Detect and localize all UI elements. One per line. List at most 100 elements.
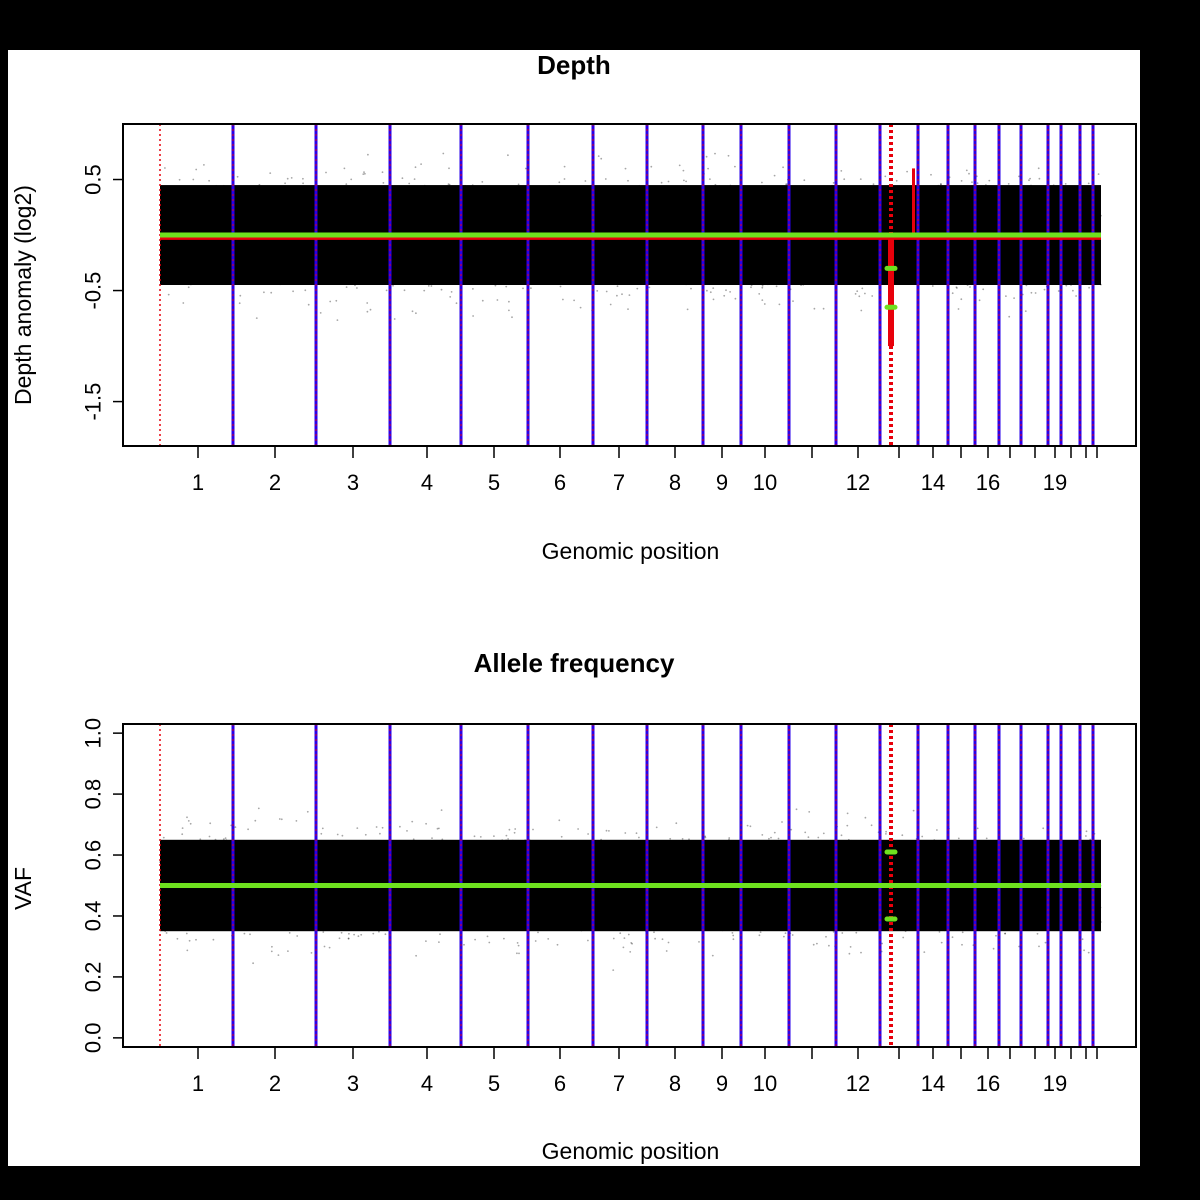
vaf-point xyxy=(321,827,324,830)
vaf-point xyxy=(212,938,215,941)
depth-point xyxy=(366,302,369,304)
depth-point xyxy=(1018,175,1020,178)
depth-point xyxy=(685,180,687,183)
vaf-point xyxy=(795,808,798,811)
depth-spike-segment xyxy=(912,168,915,236)
depth-point xyxy=(284,182,286,185)
depth-point xyxy=(1057,290,1060,292)
depth-point xyxy=(734,297,737,300)
vaf-point xyxy=(254,819,257,822)
depth-point xyxy=(1038,177,1041,180)
vaf-point xyxy=(378,930,380,933)
depth-x-tick-label: 2 xyxy=(269,470,281,495)
depth-point xyxy=(725,289,727,292)
depth-point xyxy=(343,167,346,170)
vaf-point xyxy=(406,830,408,832)
vaf-point xyxy=(655,826,658,829)
depth-point xyxy=(636,287,639,290)
depth-point xyxy=(408,182,411,185)
depth-point xyxy=(345,286,348,288)
depth-point xyxy=(1028,179,1030,182)
vaf-point xyxy=(936,829,938,831)
vaf-point xyxy=(384,933,387,936)
depth-point xyxy=(290,177,293,179)
vaf-point xyxy=(761,834,764,836)
depth-x-tick-label: 16 xyxy=(976,470,1000,495)
vaf-point xyxy=(347,937,350,940)
vaf-point xyxy=(961,931,964,934)
depth-plot-svg: 0.5-0.5-1.51 2 3 4 5 6 7 8 9 10 12 14 16 19 xyxy=(81,123,1137,495)
vaf-point xyxy=(473,835,476,838)
depth-point xyxy=(723,294,726,297)
vaf-point xyxy=(732,934,735,937)
depth-point xyxy=(976,182,979,185)
depth-point xyxy=(861,287,864,290)
vaf-point xyxy=(372,932,375,935)
depth-point xyxy=(239,294,242,297)
depth-x-tick-label: 4 xyxy=(421,470,433,495)
depth-point xyxy=(392,284,394,287)
vaf-point xyxy=(759,931,762,933)
vaf-point xyxy=(846,824,849,827)
vaf-point xyxy=(653,931,655,934)
depth-point xyxy=(263,291,265,294)
vaf-point xyxy=(704,836,707,839)
depth-point xyxy=(167,293,170,296)
vaf-point xyxy=(532,828,534,831)
depth-point xyxy=(255,317,258,319)
depth-point xyxy=(1034,292,1037,294)
depth-point xyxy=(758,293,761,295)
depth-x-tick-label: 7 xyxy=(613,470,625,495)
depth-point xyxy=(481,299,484,302)
vaf-point xyxy=(560,835,563,838)
depth-point xyxy=(558,181,561,184)
depth-point xyxy=(442,152,445,155)
depth-point xyxy=(329,300,332,303)
depth-point xyxy=(238,302,241,305)
depth-point xyxy=(778,303,781,306)
vaf-point xyxy=(688,838,690,841)
vaf-point xyxy=(783,935,785,938)
depth-point xyxy=(895,179,898,182)
depth-point xyxy=(864,292,866,295)
vaf-point xyxy=(195,938,197,941)
depth-point xyxy=(856,290,859,293)
depth-point xyxy=(584,180,587,182)
depth-point xyxy=(714,152,716,155)
depth-point xyxy=(1088,286,1090,289)
depth-point xyxy=(1043,288,1046,291)
depth-point xyxy=(573,299,575,302)
vaf-point xyxy=(181,833,184,836)
depth-point xyxy=(236,175,239,178)
vaf-point xyxy=(661,938,664,941)
depth-point xyxy=(382,182,385,184)
depth-point xyxy=(843,178,846,181)
depth-point xyxy=(627,308,629,310)
depth-point xyxy=(508,300,510,303)
depth-point xyxy=(940,183,942,186)
vaf-point xyxy=(1004,932,1007,935)
vaf-point xyxy=(1085,830,1088,833)
vaf-point xyxy=(277,954,280,956)
vaf-point xyxy=(381,826,384,829)
vaf-point xyxy=(222,838,225,841)
vaf-point xyxy=(1087,951,1090,954)
depth-point xyxy=(307,303,310,306)
depth-point xyxy=(562,298,564,301)
depth-point xyxy=(195,168,198,171)
depth-point xyxy=(627,179,629,182)
vaf-point xyxy=(209,822,212,825)
vaf-point xyxy=(243,932,246,935)
vaf-point xyxy=(224,837,227,839)
depth-point xyxy=(366,310,369,313)
depth-point xyxy=(192,178,195,181)
vaf-point xyxy=(357,935,360,938)
vaf-point xyxy=(912,809,915,812)
depth-point xyxy=(707,167,709,170)
depth-point xyxy=(494,284,497,287)
depth-point xyxy=(860,309,863,312)
depth-point xyxy=(660,181,663,184)
depth-x-tick-label: 9 xyxy=(716,470,728,495)
vaf-point xyxy=(921,835,924,838)
vaf-point xyxy=(379,832,381,835)
